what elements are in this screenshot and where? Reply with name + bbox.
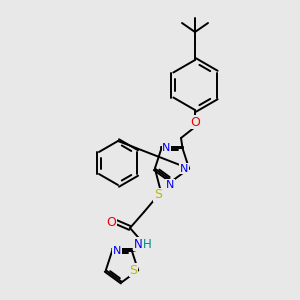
Text: N: N bbox=[162, 143, 171, 153]
Text: N: N bbox=[180, 164, 188, 174]
Text: H: H bbox=[142, 238, 152, 250]
Text: O: O bbox=[190, 116, 200, 128]
Text: S: S bbox=[154, 188, 162, 202]
Text: O: O bbox=[106, 215, 116, 229]
Text: N: N bbox=[166, 180, 174, 190]
Text: N: N bbox=[134, 238, 142, 250]
Text: S: S bbox=[129, 264, 137, 277]
Text: N: N bbox=[113, 246, 121, 256]
